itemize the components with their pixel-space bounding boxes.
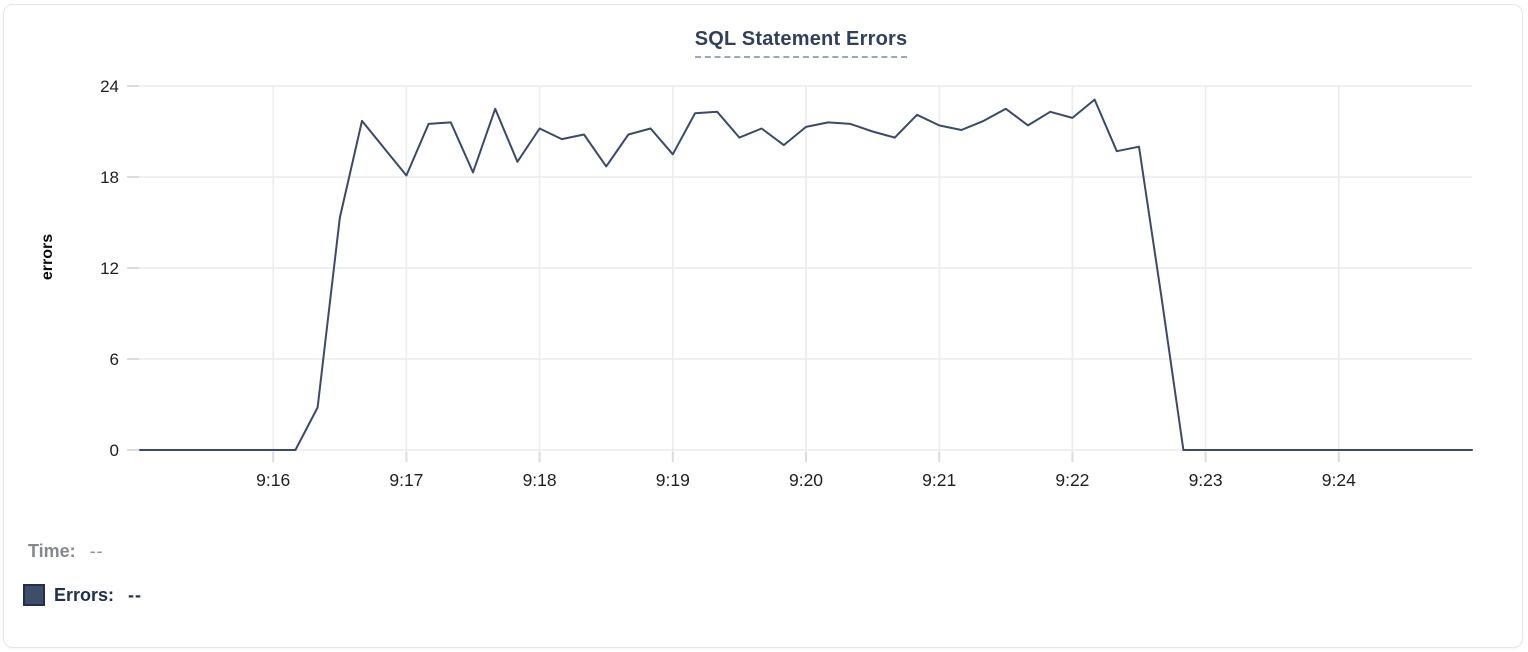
x-tick-label: 9:22 [1055, 470, 1089, 490]
x-tick-label: 9:16 [256, 470, 290, 490]
y-tick-label: 0 [110, 441, 119, 460]
chart-card [3, 4, 1523, 648]
x-tick-label: 9:19 [656, 470, 690, 490]
errors-value: -- [128, 584, 143, 605]
y-tick-label: 18 [100, 168, 119, 187]
chart-title[interactable]: SQL Statement Errors [694, 28, 908, 58]
errors-series-swatch [23, 584, 45, 606]
time-label: Time: [28, 541, 76, 561]
y-axis-label: errors [39, 233, 56, 281]
series-line-errors [139, 98, 1473, 451]
y-tick-label: 24 [100, 77, 119, 96]
legend-time-row: Time: -- [28, 541, 104, 562]
time-value: -- [89, 541, 104, 561]
x-tick-label: 9:23 [1189, 470, 1223, 490]
legend-errors-row: Errors: -- [23, 584, 142, 606]
y-tick-label: 6 [110, 350, 119, 369]
x-tick-label: 9:20 [789, 470, 823, 490]
x-tick-label: 9:24 [1322, 470, 1356, 490]
x-tick-label: 9:21 [922, 470, 956, 490]
errors-label: Errors: [54, 584, 115, 605]
x-tick-label: 9:18 [523, 470, 557, 490]
chart-header: SQL Statement Errors [130, 28, 1472, 58]
y-tick-label: 12 [100, 259, 119, 278]
errors-line-chart[interactable]: 0 6 12 18 24 9:16 9:17 9:18 9:19 9:20 9:21 9:22 9:23… [0, 0, 1528, 510]
x-tick-label: 9:17 [389, 470, 423, 490]
